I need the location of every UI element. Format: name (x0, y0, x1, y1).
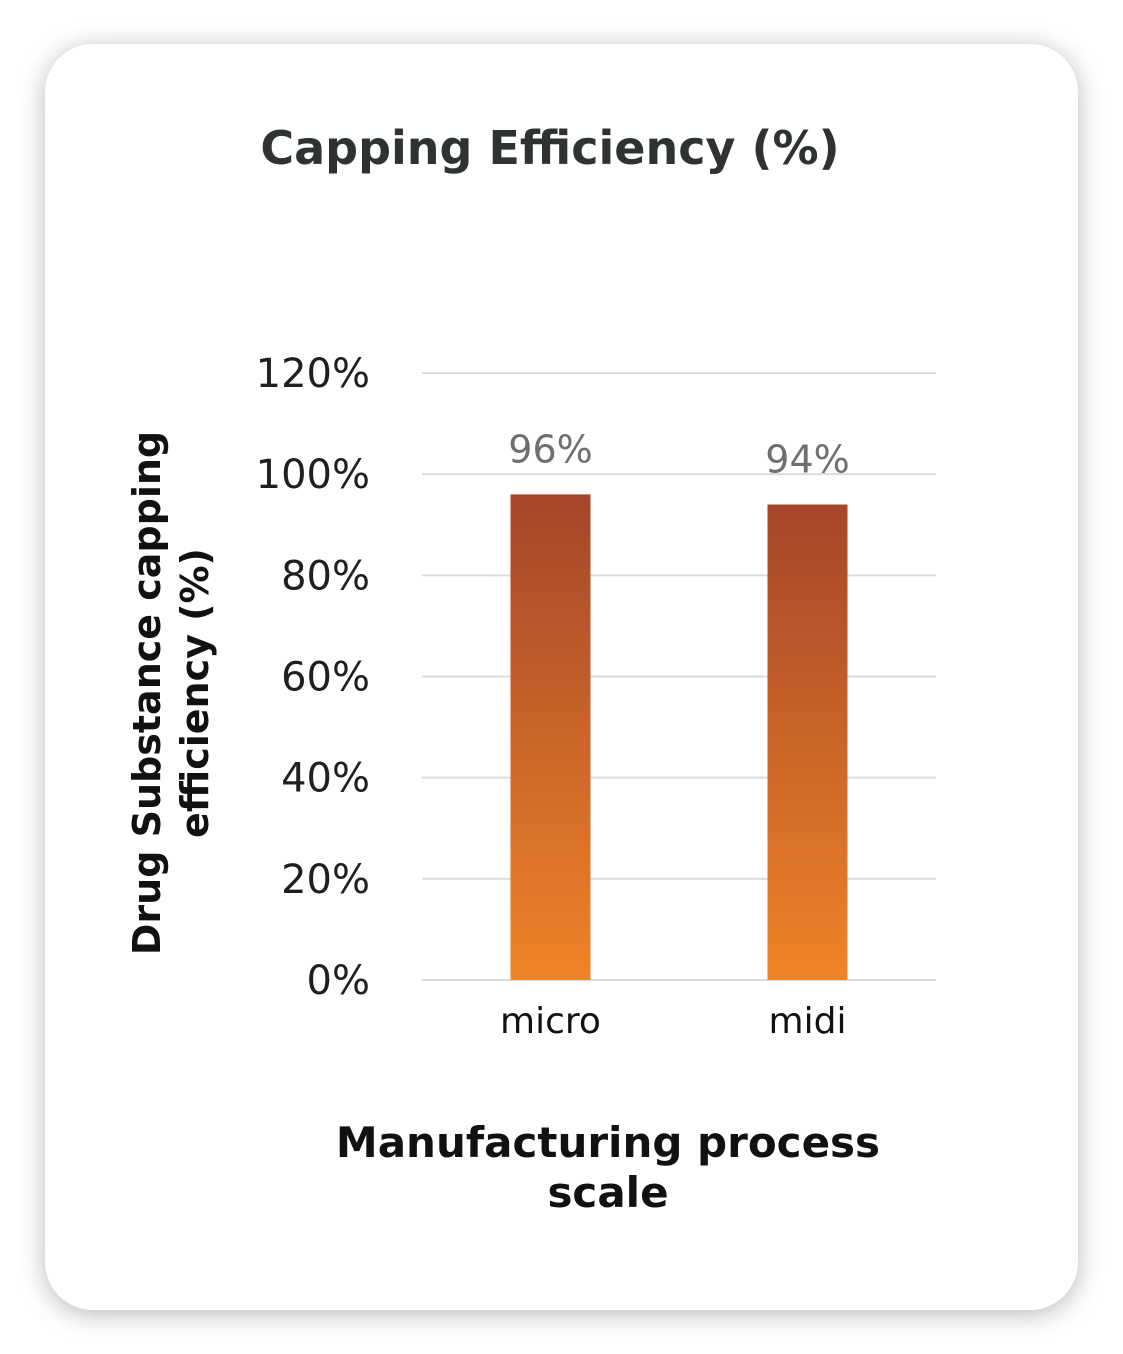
bar-midi (767, 504, 848, 980)
x-tick-label-micro: micro (500, 1001, 601, 1042)
y-tick-label-80: 80% (281, 553, 370, 599)
y-tick-label-20: 20% (281, 857, 370, 903)
data-labels: 96% 94% (508, 427, 849, 481)
y-tick-label-120: 120% (256, 351, 370, 397)
data-label-midi: 94% (765, 438, 849, 482)
x-tick-label-midi: midi (769, 1001, 847, 1042)
chart-title: Capping Efficiency (%) (260, 121, 839, 175)
y-axis-tick-labels: 0% 20% 40% 60% 80% 100% 120% (256, 351, 370, 1004)
data-label-micro: 96% (508, 427, 592, 471)
y-tick-label-100: 100% (256, 452, 370, 498)
y-tick-label-60: 60% (281, 655, 370, 701)
x-axis-title-line-2: scale (547, 1168, 668, 1217)
bar-micro (510, 494, 591, 980)
bars (510, 494, 848, 980)
y-axis-title-line-1: Drug Substance capping (125, 431, 169, 955)
gridlines (422, 372, 936, 981)
y-axis-title-line-2: efficiency (%) (173, 548, 217, 838)
y-tick-label-0: 0% (307, 958, 370, 1004)
x-axis-title-line-1: Manufacturing process (336, 1118, 880, 1167)
y-tick-label-40: 40% (281, 756, 370, 802)
x-axis-tick-labels: micro midi (500, 1001, 846, 1042)
